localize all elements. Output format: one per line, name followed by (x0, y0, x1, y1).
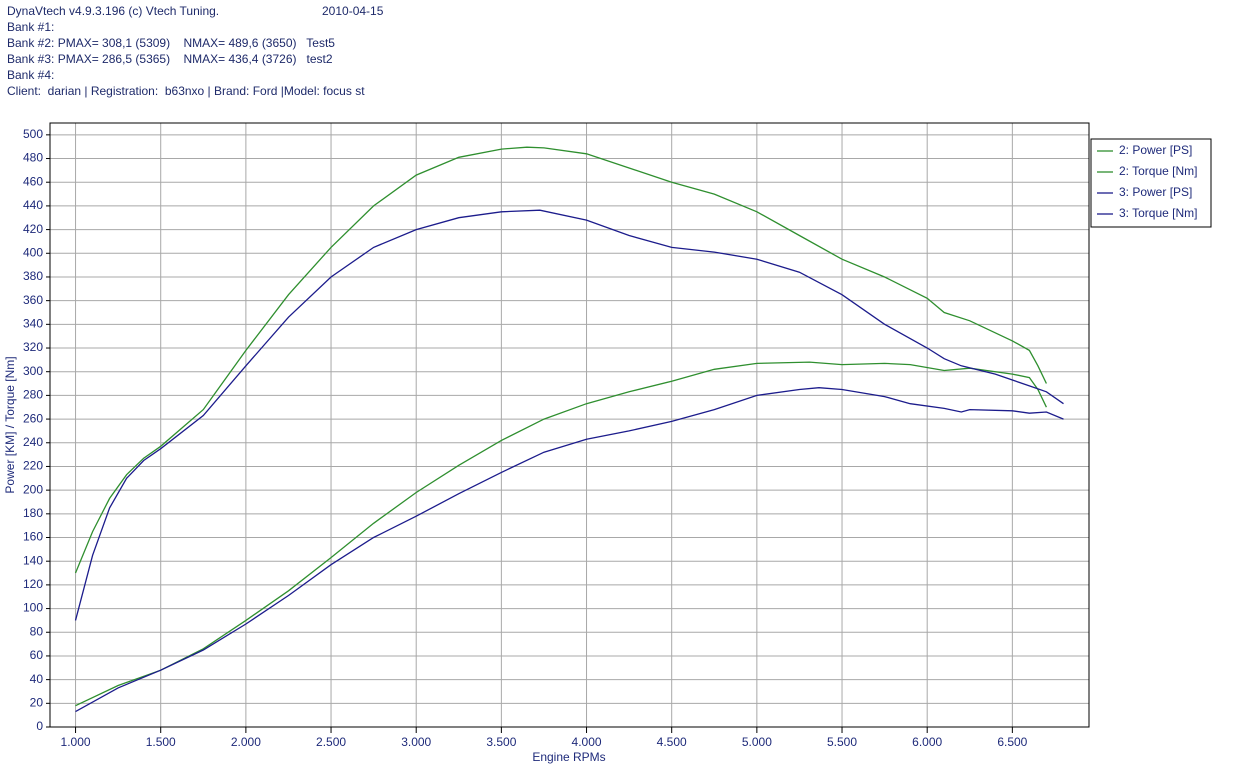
y-axis-label: Power [KM] / Torque [Nm] (3, 356, 17, 493)
y-tick-label: 80 (30, 624, 44, 638)
plot-area (50, 123, 1089, 727)
y-tick-label: 320 (23, 340, 43, 354)
y-tick-label: 60 (30, 648, 44, 662)
header-line: Bank #3: PMAX= 286,5 (5365) NMAX= 436,4 … (7, 52, 333, 66)
y-tick-label: 400 (23, 245, 43, 259)
y-tick-label: 240 (23, 435, 43, 449)
y-tick-label: 100 (23, 601, 43, 615)
y-tick-label: 440 (23, 198, 43, 212)
x-tick-label: 4.500 (657, 735, 687, 749)
y-tick-label: 260 (23, 411, 43, 425)
x-tick-label: 2.500 (316, 735, 346, 749)
y-tick-label: 140 (23, 553, 43, 567)
legend-box (1090, 138, 1212, 228)
header-line: Client: darian | Registration: b63nxo | … (7, 84, 365, 98)
y-tick-label: 280 (23, 388, 43, 402)
x-tick-label: 3.500 (486, 735, 516, 749)
legend-label: 3: Torque [Nm] (1119, 206, 1197, 220)
x-tick-label: 1.500 (146, 735, 176, 749)
plot-border (49, 122, 1090, 728)
y-tick-label: 160 (23, 530, 43, 544)
y-tick-label: 180 (23, 506, 43, 520)
series-line (74, 209, 1064, 621)
header-line: Bank #4: (7, 68, 54, 82)
y-tick-label: 300 (23, 364, 43, 378)
x-tick-label: 2.000 (231, 735, 261, 749)
header-date: 2010-04-15 (322, 4, 384, 18)
x-tick-label: 6.000 (912, 735, 942, 749)
series-line (75, 361, 1047, 707)
x-tick-label: 5.000 (742, 735, 772, 749)
y-tick-label: 20 (30, 695, 44, 709)
legend-label: 3: Power [PS] (1119, 185, 1192, 199)
x-axis-label: Engine RPMs (532, 750, 605, 764)
y-tick-label: 480 (23, 151, 43, 165)
y-tick-label: 340 (23, 317, 43, 331)
legend-label: 2: Power [PS] (1119, 143, 1192, 157)
x-tick-label: 6.500 (997, 735, 1027, 749)
y-tick-label: 420 (23, 222, 43, 236)
series-line (74, 146, 1047, 574)
legend-label: 2: Torque [Nm] (1119, 164, 1197, 178)
y-tick-label: 380 (23, 269, 43, 283)
y-tick-label: 360 (23, 293, 43, 307)
x-tick-label: 3.000 (401, 735, 431, 749)
header-line: Bank #1: (7, 20, 54, 34)
y-tick-label: 40 (30, 672, 44, 686)
y-tick-label: 0 (36, 719, 43, 733)
x-tick-label: 1.000 (61, 735, 91, 749)
y-tick-label: 200 (23, 482, 43, 496)
header-line: Bank #2: PMAX= 308,1 (5309) NMAX= 489,6 … (7, 36, 335, 50)
header-title: DynaVtech v4.9.3.196 (c) Vtech Tuning. (7, 4, 219, 18)
x-tick-label: 5.500 (827, 735, 857, 749)
y-tick-label: 220 (23, 459, 43, 473)
y-tick-label: 460 (23, 174, 43, 188)
series-line (75, 387, 1064, 713)
y-tick-label: 500 (23, 127, 43, 141)
y-tick-label: 120 (23, 577, 43, 591)
x-tick-label: 4.000 (572, 735, 602, 749)
